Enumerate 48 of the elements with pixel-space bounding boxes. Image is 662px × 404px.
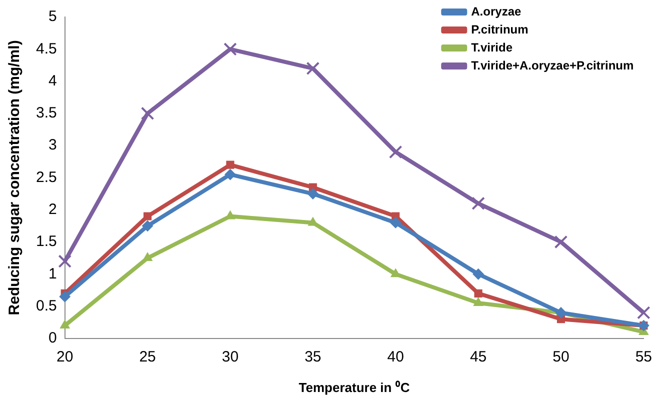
point [637, 306, 650, 320]
y-tick-label: 2.5 [36, 168, 57, 186]
x-tick-label: 25 [139, 348, 156, 366]
point [142, 252, 152, 262]
x-tick-label: 50 [552, 348, 570, 366]
legend-label: A.oryzae [471, 4, 522, 18]
point [224, 42, 237, 56]
point [474, 289, 482, 298]
y-tick-label: 3 [48, 136, 57, 154]
y-tick-label: 1 [48, 265, 57, 282]
point [308, 217, 318, 226]
point [306, 62, 320, 76]
x-tick-label: 55 [635, 348, 652, 366]
y-tick-label: 2 [48, 200, 57, 218]
point [144, 212, 152, 220]
legend-label: T.viride+A.oryzae+P.citrinum [471, 58, 634, 72]
y-tick-label: 4 [48, 72, 57, 90]
point [142, 220, 154, 232]
point [555, 307, 566, 318]
legend-label: T.viride [471, 40, 513, 54]
point [58, 254, 72, 268]
y-tick-label: 1.5 [36, 233, 57, 250]
point [60, 320, 70, 329]
x-tick-label: 20 [56, 348, 74, 366]
point [472, 268, 484, 280]
point [226, 160, 234, 169]
y-tick-label: 3.5 [36, 104, 57, 122]
y-axis-title: Reducing sugar concentration (mg/ml) [6, 40, 24, 316]
point [473, 298, 484, 306]
point [307, 188, 318, 200]
x-axis-title: Temperature in ⁰C [298, 380, 410, 395]
point [472, 196, 485, 210]
point [390, 268, 400, 278]
x-tick-label: 35 [304, 348, 322, 366]
legend-label: P.citrinum [471, 22, 528, 36]
point [554, 235, 568, 249]
point [388, 145, 402, 159]
x-tick-label: 45 [470, 348, 487, 366]
y-tick-label: 0 [48, 330, 57, 347]
y-tick-label: 5 [48, 8, 57, 26]
x-tick-label: 30 [222, 348, 239, 366]
point [224, 168, 236, 180]
point [140, 106, 154, 120]
point [59, 291, 70, 302]
y-tick-label: 4.5 [36, 40, 57, 58]
y-tick-label: 0.5 [36, 297, 57, 314]
point [390, 217, 402, 228]
x-tick-label: 40 [387, 348, 404, 366]
